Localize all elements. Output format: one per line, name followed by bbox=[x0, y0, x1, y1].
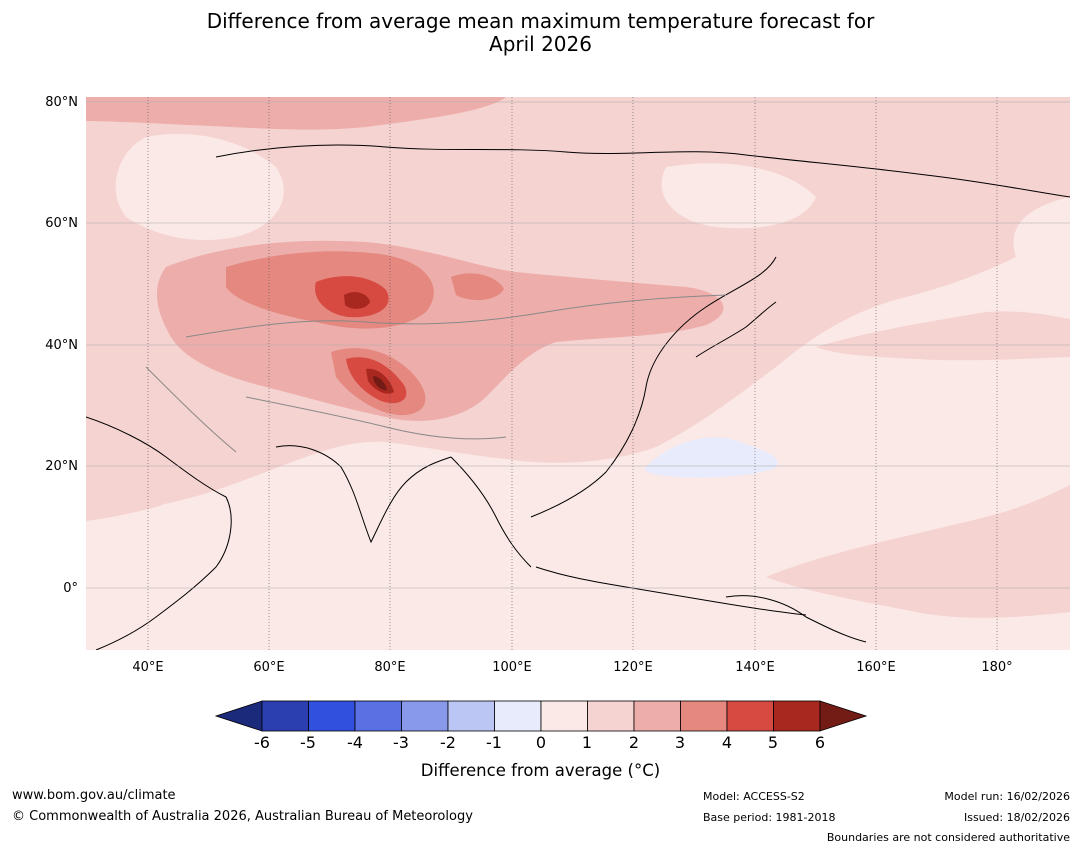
colorbar-label: Difference from average (°C) bbox=[420, 761, 661, 780]
anomaly-region-siberia-east bbox=[661, 163, 816, 229]
colorbar-extension-low bbox=[214, 700, 263, 732]
latitude-lines bbox=[86, 101, 1070, 589]
lat-label-80n: 80°N bbox=[45, 95, 78, 110]
colorbar-segment bbox=[633, 700, 681, 732]
colorbar-segment bbox=[447, 700, 495, 732]
colorbar-tick: -3 bbox=[393, 733, 409, 752]
anomaly-region-cool-patch bbox=[645, 437, 778, 478]
map-title: Difference from average mean maximum tem… bbox=[0, 10, 1081, 56]
colorbar-tick: -6 bbox=[254, 733, 270, 752]
colorbar-segment bbox=[308, 700, 356, 732]
colorbar-segment bbox=[401, 700, 449, 732]
colorbar-segment bbox=[680, 700, 728, 732]
colorbar-tick: 6 bbox=[814, 733, 826, 752]
title-line-1: Difference from average mean maximum tem… bbox=[206, 9, 875, 33]
colorbar-tick: 1 bbox=[581, 733, 593, 752]
lon-label-140e: 140°E bbox=[735, 660, 775, 675]
coastline-arctic-siberia bbox=[215, 144, 1070, 198]
coastline-indonesia bbox=[535, 566, 807, 616]
colorbar-tick: -5 bbox=[300, 733, 316, 752]
issued-date: Issued: 18/02/2026 bbox=[963, 811, 1070, 824]
coastline-new-guinea bbox=[725, 595, 867, 643]
anomaly-map bbox=[86, 97, 1070, 650]
lon-label-160e: 160°E bbox=[856, 660, 896, 675]
website-link[interactable]: www.bom.gov.au/climate bbox=[12, 788, 176, 803]
colorbar-segment bbox=[354, 700, 402, 732]
anomaly-region-tibet-max bbox=[373, 376, 387, 391]
model-name: Model: ACCESS-S2 bbox=[703, 790, 805, 803]
graticule bbox=[147, 97, 998, 650]
colorbar-segment bbox=[261, 700, 309, 732]
colorbar-tick: 0 bbox=[535, 733, 547, 752]
colorbar-segment bbox=[726, 700, 774, 732]
lon-label-40e: 40°E bbox=[132, 660, 164, 675]
boundary-middle-east bbox=[145, 366, 237, 453]
coastlines bbox=[86, 144, 1070, 650]
colorbar-segment bbox=[540, 700, 588, 732]
colorbar-segment bbox=[773, 700, 821, 732]
anomaly-region-mongolia bbox=[451, 273, 504, 301]
title-line-2: April 2026 bbox=[489, 32, 592, 56]
anomaly-region-kazakhstan-peak bbox=[344, 292, 370, 309]
colorbar-tick: 4 bbox=[721, 733, 733, 752]
lon-label-80e: 80°E bbox=[374, 660, 406, 675]
colorbar-tick: -2 bbox=[440, 733, 456, 752]
coastline-east-asia bbox=[530, 256, 777, 518]
colorbar-tick: -4 bbox=[347, 733, 363, 752]
anomaly-region-west-siberia bbox=[115, 133, 284, 241]
coastline-arabia-africa bbox=[86, 416, 232, 650]
lat-label-60n: 60°N bbox=[45, 216, 78, 231]
coastline-india bbox=[275, 445, 452, 544]
lat-label-40n: 40°N bbox=[45, 338, 78, 353]
coastline-japan bbox=[695, 301, 777, 358]
anomaly-region-arctic bbox=[86, 97, 506, 130]
coastline-southeast-asia bbox=[450, 456, 532, 568]
colorbar-tick: -1 bbox=[486, 733, 502, 752]
colorbar-segment bbox=[587, 700, 635, 732]
base-period: Base period: 1981-2018 bbox=[703, 811, 836, 824]
lon-label-100e: 100°E bbox=[492, 660, 532, 675]
boundary-central-asia bbox=[185, 294, 727, 338]
lon-label-120e: 120°E bbox=[613, 660, 653, 675]
political-boundaries bbox=[145, 294, 727, 453]
colorbar-extension-high bbox=[819, 700, 868, 732]
lon-label-60e: 60°E bbox=[253, 660, 285, 675]
boundaries-disclaimer: Boundaries are not considered authoritat… bbox=[826, 831, 1070, 844]
colorbar-segment bbox=[494, 700, 542, 732]
colorbar-segments bbox=[214, 700, 868, 732]
lat-label-0: 0° bbox=[63, 581, 78, 596]
lat-label-20n: 20°N bbox=[45, 459, 78, 474]
lon-label-180: 180° bbox=[981, 660, 1013, 675]
model-run-date: Model run: 16/02/2026 bbox=[944, 790, 1070, 803]
boundary-south-asia bbox=[245, 396, 507, 440]
colorbar-tick: 3 bbox=[674, 733, 686, 752]
copyright-text: © Commonwealth of Australia 2026, Austra… bbox=[12, 809, 473, 824]
anomaly-region-north-pacific bbox=[816, 311, 1070, 361]
colorbar-tick: 5 bbox=[767, 733, 779, 752]
anomaly-region-pacific bbox=[766, 485, 1070, 618]
colorbar-tick: 2 bbox=[628, 733, 640, 752]
